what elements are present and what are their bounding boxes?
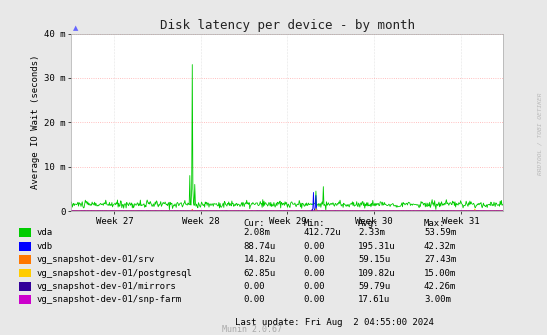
Text: 17.61u: 17.61u: [358, 295, 391, 304]
Text: Max:: Max:: [424, 219, 445, 228]
Text: 59.15u: 59.15u: [358, 255, 391, 264]
Text: 0.00: 0.00: [243, 282, 265, 291]
Text: 14.82u: 14.82u: [243, 255, 276, 264]
Text: vg_snapshot-dev-01/postgresql: vg_snapshot-dev-01/postgresql: [37, 269, 193, 277]
Text: 53.59m: 53.59m: [424, 228, 456, 237]
Text: 0.00: 0.00: [304, 269, 325, 277]
Text: 27.43m: 27.43m: [424, 255, 456, 264]
Text: Cur:: Cur:: [243, 219, 265, 228]
Text: 3.00m: 3.00m: [424, 295, 451, 304]
Text: 0.00: 0.00: [304, 295, 325, 304]
Text: 0.00: 0.00: [304, 242, 325, 251]
Text: 42.32m: 42.32m: [424, 242, 456, 251]
Y-axis label: Average IO Wait (seconds): Average IO Wait (seconds): [31, 55, 40, 190]
Text: 2.08m: 2.08m: [243, 228, 270, 237]
Text: 0.00: 0.00: [304, 255, 325, 264]
Text: 2.33m: 2.33m: [358, 228, 385, 237]
Text: Avg:: Avg:: [358, 219, 380, 228]
Text: 195.31u: 195.31u: [358, 242, 396, 251]
Text: 59.79u: 59.79u: [358, 282, 391, 291]
Text: vg_snapshot-dev-01/mirrors: vg_snapshot-dev-01/mirrors: [37, 282, 176, 291]
Title: Disk latency per device - by month: Disk latency per device - by month: [160, 19, 415, 32]
Text: vda: vda: [37, 228, 53, 237]
Text: RRDTOOL / TOBI OETIKER: RRDTOOL / TOBI OETIKER: [538, 93, 543, 175]
Text: 15.00m: 15.00m: [424, 269, 456, 277]
Text: ▲: ▲: [73, 25, 78, 31]
Text: 88.74u: 88.74u: [243, 242, 276, 251]
Text: 0.00: 0.00: [243, 295, 265, 304]
Text: vg_snapshot-dev-01/snp-farm: vg_snapshot-dev-01/snp-farm: [37, 295, 182, 304]
Text: 0.00: 0.00: [304, 282, 325, 291]
Text: Munin 2.0.67: Munin 2.0.67: [222, 325, 282, 334]
Text: vdb: vdb: [37, 242, 53, 251]
Text: 42.26m: 42.26m: [424, 282, 456, 291]
Text: Min:: Min:: [304, 219, 325, 228]
Text: Last update: Fri Aug  2 04:55:00 2024: Last update: Fri Aug 2 04:55:00 2024: [235, 318, 434, 327]
Text: vg_snapshot-dev-01/srv: vg_snapshot-dev-01/srv: [37, 255, 155, 264]
Text: 109.82u: 109.82u: [358, 269, 396, 277]
Text: 62.85u: 62.85u: [243, 269, 276, 277]
Text: 412.72u: 412.72u: [304, 228, 341, 237]
